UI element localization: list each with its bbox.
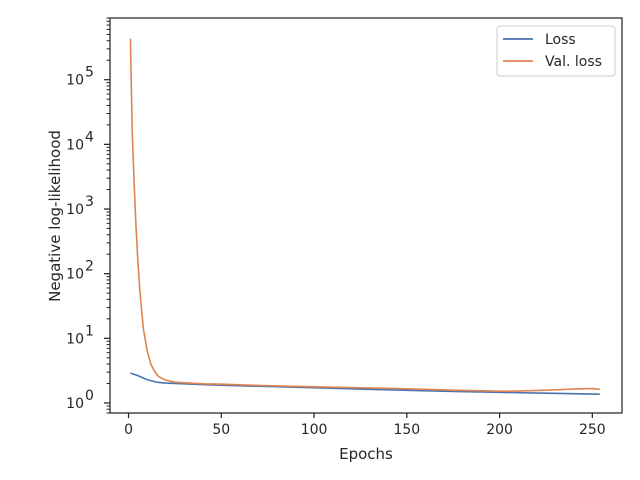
y-tick-label-exponent: 3 [85,194,94,210]
y-tick-label-exponent: 0 [85,388,94,404]
y-tick-label: 10 [66,396,84,412]
series-line-loss [130,372,600,395]
y-tick-label-exponent: 5 [85,65,94,81]
legend-label-loss: Loss [545,32,576,48]
x-tick-label: 50 [212,422,230,438]
legend: Loss Val. loss [496,25,616,77]
x-tick-label: 250 [579,422,606,438]
x-tick-label: 150 [393,422,420,438]
x-tick-label: 0 [124,422,133,438]
y-axis-label: Negative log-likelihood [46,130,64,302]
y-tick-label: 10 [66,137,84,153]
y-tick-label: 10 [66,331,84,347]
y-tick-label-exponent: 1 [85,323,94,339]
y-tick-label: 10 [66,73,84,89]
x-tick-label: 200 [486,422,513,438]
y-tick-label-exponent: 2 [85,259,94,275]
y-tick-label: 10 [66,202,84,218]
series-line-val-loss [129,38,600,393]
x-tick-label: 100 [301,422,328,438]
legend-label-val-loss: Val. loss [545,54,602,70]
plot-area [110,18,622,413]
y-tick-label: 10 [66,267,84,283]
x-axis-label: Epochs [339,445,393,463]
y-tick-label-exponent: 4 [85,129,94,145]
series-layer [129,38,600,395]
